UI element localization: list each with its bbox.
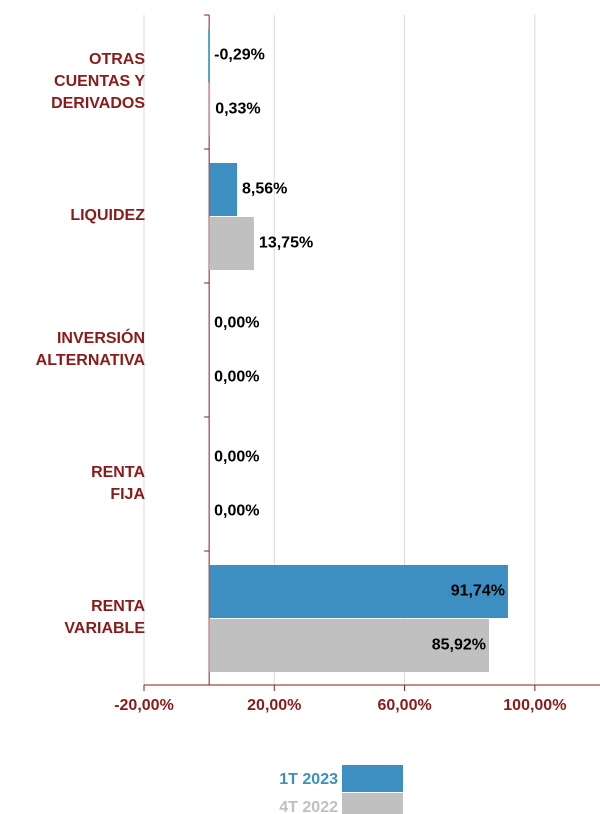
bar — [209, 565, 508, 618]
y-tick-label: VARIABLE — [64, 620, 145, 637]
value-label: 0,00% — [214, 449, 259, 466]
value-label: 0,00% — [214, 369, 259, 386]
y-tick-label: FIJA — [110, 486, 145, 503]
y-tick-label: RENTA — [91, 464, 145, 481]
x-tick-label: 100,00% — [503, 697, 566, 714]
bar — [208, 29, 210, 82]
y-tick-label: RENTA — [91, 598, 145, 615]
value-label: 85,92% — [432, 637, 486, 654]
value-label: 91,74% — [451, 583, 505, 600]
y-tick-label: OTRAS — [89, 51, 145, 68]
legend-label: 4T 2022 — [279, 799, 338, 814]
y-tick-label: CUENTAS Y — [54, 73, 145, 90]
value-label: 13,75% — [259, 235, 313, 252]
y-tick-label: DERIVADOS — [51, 95, 145, 112]
legend-swatch — [342, 765, 403, 792]
x-tick-label: 60,00% — [377, 697, 431, 714]
legend-label: 1T 2023 — [279, 771, 338, 788]
bar — [209, 163, 238, 216]
value-label: -0,29% — [214, 47, 265, 64]
value-label: 0,00% — [214, 503, 259, 520]
y-tick-label: INVERSIÓN — [57, 328, 145, 347]
x-tick-label: -20,00% — [114, 697, 174, 714]
y-tick-label: ALTERNATIVA — [36, 352, 146, 369]
bar — [209, 619, 489, 672]
y-tick-label: LIQUIDEZ — [70, 207, 145, 224]
bar — [209, 83, 211, 136]
bar — [209, 217, 254, 270]
x-tick-label: 20,00% — [247, 697, 301, 714]
legend-swatch — [342, 793, 403, 814]
value-label: 0,33% — [215, 101, 260, 118]
value-label: 8,56% — [242, 181, 287, 198]
value-label: 0,00% — [214, 315, 259, 332]
